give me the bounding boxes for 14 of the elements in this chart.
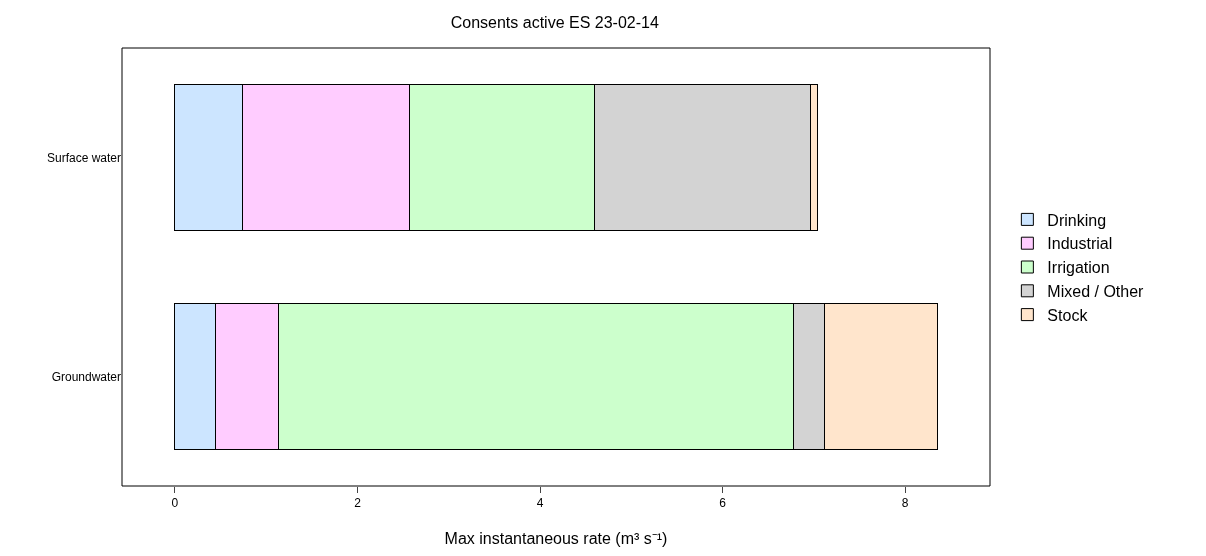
x-tick-label: 4 (536, 496, 544, 511)
legend-label: Stock (1047, 306, 1089, 324)
legend-label: Industrial (1047, 235, 1113, 253)
chart-title: Consents active ES 23-02-14 (450, 13, 659, 31)
x-tick-label: 6 (719, 496, 727, 511)
x-tick-label: 0 (171, 496, 179, 511)
legend-label: Irrigation (1047, 259, 1110, 277)
x-tick-label: 8 (901, 496, 909, 511)
x-axis-title: Max instantaneous rate (m³ s⁻¹) (444, 530, 668, 547)
legend-label: Drinking (1047, 211, 1107, 229)
legend-label: Mixed / Other (1047, 283, 1145, 301)
x-tick-label: 2 (354, 496, 362, 511)
y-tick-label: Groundwater (51, 369, 121, 384)
y-tick-label: Surface water (46, 150, 121, 165)
